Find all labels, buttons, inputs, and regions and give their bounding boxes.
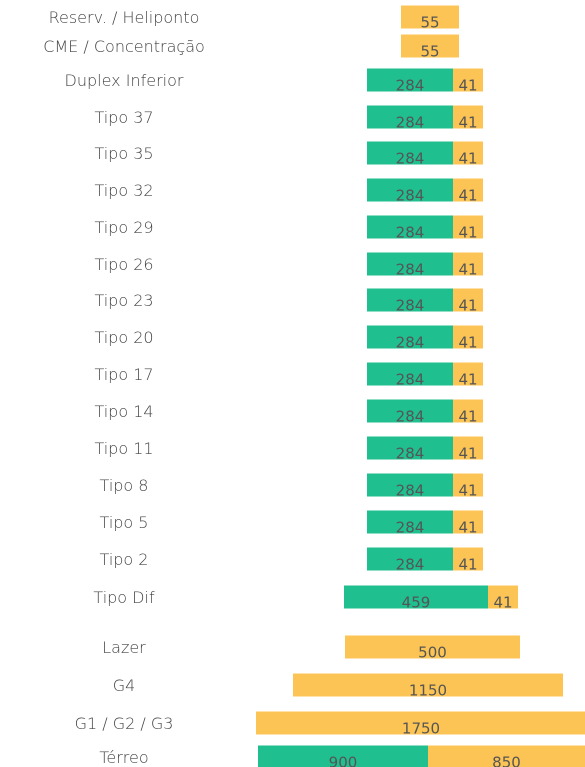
- bar-segment: [367, 252, 453, 276]
- bar-segment: [428, 745, 585, 767]
- row-label: Tipo 5: [100, 513, 149, 532]
- bar-value-label: 41: [458, 150, 477, 168]
- bar-segment: [453, 68, 483, 92]
- bar-value-label: 284: [396, 187, 425, 205]
- bar-segment: [367, 399, 453, 423]
- bar-segment: [401, 5, 459, 29]
- row-label: Tipo 20: [94, 328, 153, 347]
- bar-value-label: 284: [396, 261, 425, 279]
- bar-value-label: 850: [492, 754, 521, 767]
- row-label: Tipo 23: [94, 291, 153, 310]
- row-label: Tipo 11: [94, 439, 153, 458]
- bar-segment: [401, 34, 459, 58]
- row-label: Tipo 14: [94, 402, 153, 421]
- bar-value-label: 284: [396, 519, 425, 537]
- bar-segment: [453, 399, 483, 423]
- row-label: Tipo 29: [94, 218, 153, 237]
- bar-value-label: 459: [402, 594, 431, 612]
- row-label: Tipo 32: [94, 181, 153, 200]
- row-label: G4: [113, 676, 136, 695]
- bar-segment: [453, 215, 483, 239]
- row-label: CME / Concentração: [43, 37, 205, 56]
- bar-value-label: 284: [396, 150, 425, 168]
- bar-segment: [367, 436, 453, 460]
- bar-value-label: 284: [396, 77, 425, 95]
- row-label: Tipo 26: [94, 255, 153, 274]
- bar-segment: [453, 141, 483, 165]
- bar-segment: [367, 178, 453, 202]
- row-label: Térreo: [99, 748, 148, 767]
- bar-value-label: 55: [420, 43, 439, 61]
- bar-segment: [367, 288, 453, 312]
- bar-segment: [344, 585, 488, 609]
- bar-value-label: 284: [396, 224, 425, 242]
- bar-value-label: 41: [458, 297, 477, 315]
- row-label: Tipo 8: [100, 476, 149, 495]
- bar-value-label: 41: [458, 519, 477, 537]
- bar-segment: [367, 362, 453, 386]
- row-label: Tipo 2: [100, 550, 149, 569]
- bar-value-label: 284: [396, 297, 425, 315]
- bar-value-label: 1150: [409, 682, 447, 700]
- bar-segment: [488, 585, 518, 609]
- bar-segment: [345, 635, 520, 659]
- bar-segment: [453, 473, 483, 497]
- bar-value-label: 41: [458, 261, 477, 279]
- bar-value-label: 55: [420, 14, 439, 32]
- bar-value-label: 284: [396, 556, 425, 574]
- bar-value-label: 284: [396, 371, 425, 389]
- bar-segment: [367, 68, 453, 92]
- bar-value-label: 284: [396, 334, 425, 352]
- bar-segment: [453, 362, 483, 386]
- bar-value-label: 41: [458, 187, 477, 205]
- row-label: Tipo 35: [94, 144, 153, 163]
- bar-value-label: 41: [458, 114, 477, 132]
- bar-value-label: 284: [396, 482, 425, 500]
- bar-value-label: 41: [458, 371, 477, 389]
- row-label: G1 / G2 / G3: [75, 714, 174, 733]
- row-label: Tipo 37: [94, 108, 153, 127]
- bar-value-label: 284: [396, 445, 425, 463]
- bar-segment: [453, 510, 483, 534]
- row-label: Reserv. / Heliponto: [49, 8, 200, 27]
- bar-segment: [367, 510, 453, 534]
- bar-segment: [367, 473, 453, 497]
- row-label: Duplex Inferior: [65, 71, 184, 90]
- bar-value-label: 41: [458, 408, 477, 426]
- bar-segment: [367, 141, 453, 165]
- bar-segment: [367, 547, 453, 571]
- bar-value-label: 41: [458, 445, 477, 463]
- bar-value-label: 500: [418, 644, 447, 662]
- bar-segment: [256, 711, 585, 735]
- bar-segment: [453, 547, 483, 571]
- bar-segment: [453, 252, 483, 276]
- bar-segment: [367, 215, 453, 239]
- bar-segment: [453, 105, 483, 129]
- bar-segment: [367, 325, 453, 349]
- row-label: Tipo Dif: [93, 588, 155, 607]
- bar-value-label: 284: [396, 408, 425, 426]
- row-label: Tipo 17: [94, 365, 153, 384]
- bar-segment: [293, 673, 563, 697]
- bar-segment: [453, 178, 483, 202]
- bar-value-label: 41: [458, 556, 477, 574]
- bar-segment: [453, 436, 483, 460]
- bar-value-label: 41: [458, 482, 477, 500]
- bar-segment: [258, 745, 428, 767]
- bar-value-label: 41: [493, 594, 512, 612]
- bar-value-label: 284: [396, 114, 425, 132]
- bar-value-label: 41: [458, 334, 477, 352]
- bar-segment: [453, 325, 483, 349]
- bar-value-label: 41: [458, 77, 477, 95]
- bar-segment: [453, 288, 483, 312]
- bar-value-label: 900: [329, 754, 358, 767]
- bar-value-label: 41: [458, 224, 477, 242]
- bar-segment: [367, 105, 453, 129]
- row-label: Lazer: [102, 638, 146, 657]
- bar-value-label: 1750: [402, 720, 440, 738]
